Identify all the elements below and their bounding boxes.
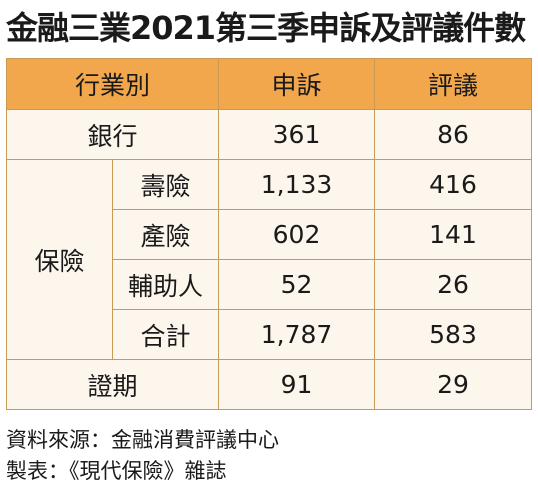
table-row: 保險 壽險 1,133 416 — [6, 159, 533, 360]
row-label-bank: 銀行 — [5, 109, 220, 160]
cell-complaints: 361 — [218, 109, 376, 160]
cell-complaints: 1,787 — [218, 309, 376, 360]
table-row: 輔助人 52 26 — [7, 259, 533, 310]
cell-disputes: 416 — [374, 159, 533, 210]
header-complaints: 申訴 — [218, 58, 376, 110]
table-row: 證期 91 29 — [5, 359, 533, 410]
row-label: 輔助人 — [111, 259, 220, 310]
header-disputes: 評議 — [374, 58, 533, 110]
page-title: 金融三業2021第三季申訴及評議件數 — [6, 9, 526, 47]
table-row: 合計 1,787 583 — [7, 309, 533, 360]
row-label: 合計 — [111, 309, 220, 360]
row-label: 壽險 — [111, 159, 220, 210]
cell-disputes: 26 — [374, 259, 533, 310]
cell-disputes: 86 — [374, 109, 533, 160]
cell-disputes: 583 — [374, 309, 533, 360]
cell-complaints: 1,133 — [218, 159, 376, 210]
row-label: 產險 — [111, 209, 220, 260]
table-row: 產險 602 141 — [7, 209, 533, 260]
table-header-row: 行業別 申訴 評議 — [5, 58, 533, 110]
group-label-insurance: 保險 — [6, 159, 113, 360]
cell-complaints: 602 — [218, 209, 376, 260]
cell-disputes: 141 — [374, 209, 533, 260]
header-industry: 行業別 — [5, 58, 220, 110]
cell-disputes: 29 — [374, 359, 533, 410]
source-note: 資料來源：金融消費評議中心 — [6, 428, 279, 452]
cell-complaints: 91 — [218, 359, 376, 410]
row-label-securities: 證期 — [5, 359, 220, 410]
complaints-table: 行業別 申訴 評議 銀行 361 86 保險 壽險 1,133 416 產險 6… — [5, 58, 533, 410]
table-row: 銀行 361 86 — [5, 109, 533, 160]
maker-note: 製表：《現代保險》雜誌 — [6, 459, 227, 483]
cell-complaints: 52 — [218, 259, 376, 310]
